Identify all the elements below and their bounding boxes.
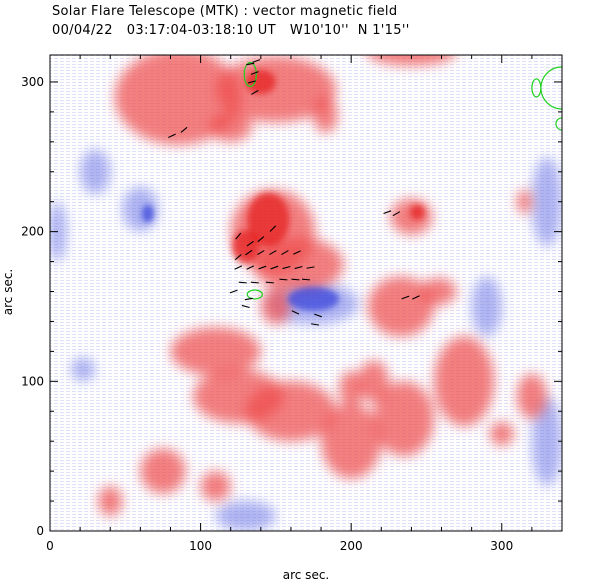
positive-polarity-region <box>373 381 434 457</box>
strong-positive-core <box>409 204 425 220</box>
field-vector <box>257 236 265 243</box>
field-vector <box>311 323 320 326</box>
field-vector <box>281 250 289 256</box>
positive-polarity-region <box>321 403 382 479</box>
positive-polarity-region <box>516 189 532 214</box>
field-contour <box>243 61 257 88</box>
field-vector <box>294 265 303 270</box>
y-axis-label: arc sec. <box>1 269 15 315</box>
positive-polarity-region <box>140 448 186 494</box>
negative-polarity-region <box>80 149 111 195</box>
strong-positive-core <box>247 192 290 247</box>
observation-time-range: 03:17:04-03:18:10 UT <box>126 23 276 38</box>
field-vector <box>247 80 256 84</box>
plot-title: Solar Flare Telescope (MTK) : vector mag… <box>52 4 398 19</box>
field-vector <box>234 265 243 270</box>
field-vector <box>246 62 255 66</box>
strong-field-layer <box>141 69 425 311</box>
positive-polarity-region <box>358 360 389 403</box>
y-tick-label: 0 <box>36 524 44 538</box>
field-vector <box>246 240 254 247</box>
negative-polarity-region <box>71 357 96 382</box>
field-vector <box>306 266 315 269</box>
field-vector <box>246 265 255 270</box>
field-vector <box>257 250 265 256</box>
field-vector <box>168 133 176 139</box>
positive-polarity-region <box>193 369 284 424</box>
field-vector <box>401 295 410 300</box>
y-tick-label: 300 <box>21 75 44 89</box>
observation-position: W10'10'' N 1'15'' <box>289 23 410 38</box>
x-axis-label: arc sec. <box>283 568 329 582</box>
positive-polarity-region <box>390 198 433 235</box>
positive-polarity-region <box>209 111 252 142</box>
negative-polarity-region <box>215 501 276 531</box>
field-vector <box>265 281 274 284</box>
field-vector <box>383 210 392 215</box>
field-vector <box>250 281 259 284</box>
field-vector <box>251 89 259 95</box>
field-vector <box>244 297 253 301</box>
field-vector <box>245 249 253 256</box>
positive-polarity-region <box>367 55 456 66</box>
field-vector <box>269 225 277 232</box>
field-vector <box>279 278 288 281</box>
positive-polarity-region <box>367 276 434 337</box>
positive-polarity-region <box>98 486 123 517</box>
vector-field-layer <box>168 59 420 326</box>
strong-negative-core <box>287 287 340 311</box>
positive-polarity-region <box>339 370 364 407</box>
positive-polarity-region <box>434 336 495 427</box>
field-vector <box>234 254 242 261</box>
x-tick-label: 100 <box>189 539 212 553</box>
positive-polarity-region <box>200 471 231 502</box>
axis-ticks: 0 100 200 300 0 100 200 300 <box>21 55 563 553</box>
positive-polarity-region <box>260 288 291 325</box>
observation-date: 00/04/22 <box>52 23 113 38</box>
field-vector <box>270 265 279 270</box>
field-vector <box>291 278 300 281</box>
field-vector <box>258 265 267 270</box>
field-vector <box>229 289 238 294</box>
field-vector <box>293 250 301 255</box>
field-vector <box>291 310 300 315</box>
positive-polarity-layer <box>98 55 547 517</box>
positive-polarity-region <box>489 421 514 446</box>
field-vector <box>412 295 420 300</box>
y-tick-label: 100 <box>21 374 44 388</box>
field-vector <box>241 304 250 309</box>
observation-info: 00/04/22 03:17:04-03:18:10 UT W10'10'' N 1… <box>52 23 424 38</box>
field-vector <box>301 278 311 281</box>
field-contour-arc <box>540 66 562 110</box>
negative-polarity-region <box>531 156 562 247</box>
field-vector <box>180 126 188 133</box>
negative-polarity-region <box>50 201 67 262</box>
strong-negative-core <box>141 204 154 223</box>
negative-polarity-region <box>531 396 562 487</box>
strong-positive-core <box>245 69 276 94</box>
plot-frame <box>49 54 563 532</box>
strong-positive-core <box>232 230 260 264</box>
x-tick-label: 300 <box>490 539 513 553</box>
negative-polarity-region <box>471 276 502 337</box>
field-vector <box>282 265 291 270</box>
field-contour <box>246 289 263 300</box>
positive-polarity-region <box>215 56 337 123</box>
field-vector <box>314 313 322 318</box>
positive-polarity-region <box>516 373 547 419</box>
positive-polarity-region <box>313 96 338 133</box>
field-vector <box>392 211 401 217</box>
x-tick-label: 200 <box>340 539 363 553</box>
x-tick-label: 0 <box>46 539 54 553</box>
field-vector <box>252 59 261 63</box>
field-vector <box>250 71 259 75</box>
y-tick-label: 200 <box>21 225 44 239</box>
field-vector <box>235 232 242 240</box>
positive-polarity-region <box>114 55 242 145</box>
positive-polarity-region <box>170 327 261 376</box>
field-vector <box>269 250 277 256</box>
field-vector <box>238 281 247 284</box>
